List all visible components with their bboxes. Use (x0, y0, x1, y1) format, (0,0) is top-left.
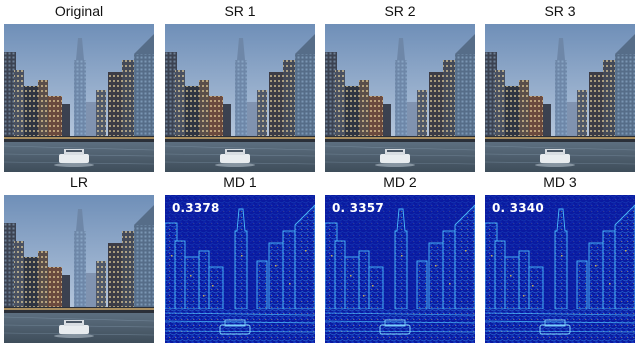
panel-caption: SR 2 (384, 3, 416, 19)
md2-score: 0. 3357 (332, 201, 384, 215)
md1-score: 0.3378 (172, 201, 220, 215)
lr-photo (4, 195, 154, 343)
sr3-photo (485, 24, 635, 172)
original-photo (4, 24, 154, 172)
md3-diff-map: 0. 3340 (485, 195, 635, 343)
panel-caption: SR 3 (544, 3, 576, 19)
md2-diff-map: 0. 3357 (325, 195, 475, 343)
sr1-photo (165, 24, 315, 172)
panel-caption: LR (70, 174, 88, 190)
md1-diff-map: 0.3378 (165, 195, 315, 343)
panel-caption: MD 2 (383, 174, 417, 190)
panel-caption: MD 3 (543, 174, 577, 190)
panel-caption: Original (54, 3, 104, 19)
md3-score: 0. 3340 (492, 201, 544, 215)
sr2-photo (325, 24, 475, 172)
panel-caption: SR 1 (224, 3, 256, 19)
panel-caption: MD 1 (223, 174, 257, 190)
